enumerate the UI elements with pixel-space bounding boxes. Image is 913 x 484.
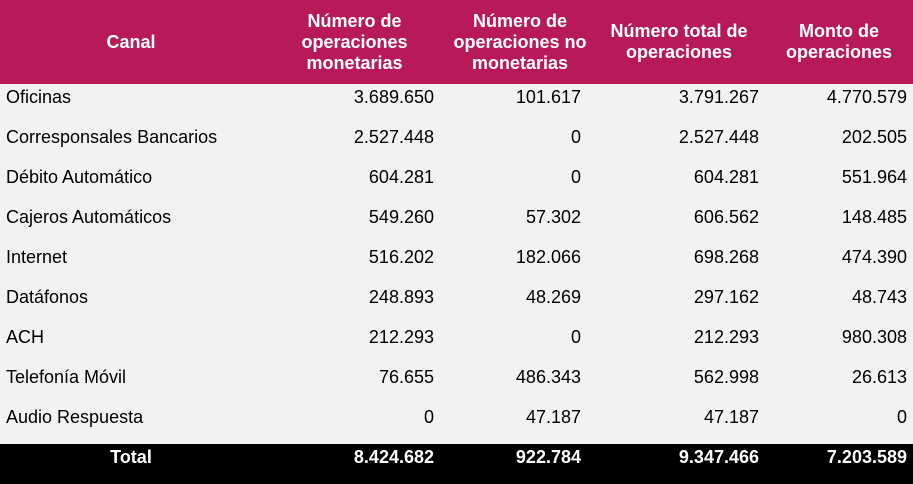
cell-no-monetarias: 47.187 xyxy=(447,404,593,444)
cell-no-monetarias: 101.617 xyxy=(447,84,593,124)
cell-no-monetarias: 57.302 xyxy=(447,204,593,244)
total-no-monetarias: 922.784 xyxy=(447,444,593,484)
cell-total: 47.187 xyxy=(593,404,765,444)
cell-monto: 148.485 xyxy=(765,204,913,244)
cell-monetarias: 212.293 xyxy=(262,324,447,364)
header-total: Número total de operaciones xyxy=(593,0,765,84)
header-row: Canal Número de operaciones monetarias N… xyxy=(0,0,913,84)
total-row: Total 8.424.682 922.784 9.347.466 7.203.… xyxy=(0,444,913,484)
cell-canal: Débito Automático xyxy=(0,164,262,204)
cell-canal: ACH xyxy=(0,324,262,364)
total-total: 9.347.466 xyxy=(593,444,765,484)
header-monetarias: Número de operaciones monetarias xyxy=(262,0,447,84)
cell-monetarias: 248.893 xyxy=(262,284,447,324)
cell-canal: Internet xyxy=(0,244,262,284)
cell-total: 3.791.267 xyxy=(593,84,765,124)
cell-total: 562.998 xyxy=(593,364,765,404)
cell-total: 2.527.448 xyxy=(593,124,765,164)
cell-canal: Audio Respuesta xyxy=(0,404,262,444)
cell-no-monetarias: 48.269 xyxy=(447,284,593,324)
cell-canal: Oficinas xyxy=(0,84,262,124)
header-no-monetarias: Número de operaciones no monetarias xyxy=(447,0,593,84)
cell-total: 604.281 xyxy=(593,164,765,204)
cell-monto: 474.390 xyxy=(765,244,913,284)
cell-monetarias: 2.527.448 xyxy=(262,124,447,164)
table-row: Telefonía Móvil 76.655 486.343 562.998 26.61… xyxy=(0,364,913,404)
table-row: Internet 516.202 182.066 698.268 474.390 xyxy=(0,244,913,284)
cell-monetarias: 516.202 xyxy=(262,244,447,284)
header-canal: Canal xyxy=(0,0,262,84)
table-row: Oficinas 3.689.650 101.617 3.791.267 4.770.5… xyxy=(0,84,913,124)
cell-monetarias: 76.655 xyxy=(262,364,447,404)
cell-no-monetarias: 0 xyxy=(447,124,593,164)
table-row: ACH 212.293 0 212.293 980.308 xyxy=(0,324,913,364)
table-row: Audio Respuesta 0 47.187 47.187 0 xyxy=(0,404,913,444)
cell-monto: 202.505 xyxy=(765,124,913,164)
cell-monto: 48.743 xyxy=(765,284,913,324)
cell-total: 698.268 xyxy=(593,244,765,284)
total-monetarias: 8.424.682 xyxy=(262,444,447,484)
table-row: Corresponsales Bancarios 2.527.448 0 2.527.… xyxy=(0,124,913,164)
cell-no-monetarias: 0 xyxy=(447,164,593,204)
total-label: Total xyxy=(0,444,262,484)
cell-total: 297.162 xyxy=(593,284,765,324)
cell-canal: Telefonía Móvil xyxy=(0,364,262,404)
table-row: Débito Automático 604.281 0 604.281 551.964 xyxy=(0,164,913,204)
cell-monto: 551.964 xyxy=(765,164,913,204)
cell-monto: 980.308 xyxy=(765,324,913,364)
cell-monetarias: 604.281 xyxy=(262,164,447,204)
cell-monto: 4.770.579 xyxy=(765,84,913,124)
header-monto: Monto de operaciones xyxy=(765,0,913,84)
cell-monetarias: 549.260 xyxy=(262,204,447,244)
cell-monto: 26.613 xyxy=(765,364,913,404)
table-row: Datáfonos 248.893 48.269 297.162 48.743 xyxy=(0,284,913,324)
cell-total: 606.562 xyxy=(593,204,765,244)
table-row: Cajeros Automáticos 549.260 57.302 606.562 1… xyxy=(0,204,913,244)
cell-canal: Cajeros Automáticos xyxy=(0,204,262,244)
cell-monetarias: 3.689.650 xyxy=(262,84,447,124)
cell-total: 212.293 xyxy=(593,324,765,364)
cell-monto: 0 xyxy=(765,404,913,444)
cell-canal: Corresponsales Bancarios xyxy=(0,124,262,164)
cell-no-monetarias: 0 xyxy=(447,324,593,364)
cell-no-monetarias: 182.066 xyxy=(447,244,593,284)
cell-monetarias: 0 xyxy=(262,404,447,444)
total-monto: 7.203.589 xyxy=(765,444,913,484)
cell-no-monetarias: 486.343 xyxy=(447,364,593,404)
cell-canal: Datáfonos xyxy=(0,284,262,324)
